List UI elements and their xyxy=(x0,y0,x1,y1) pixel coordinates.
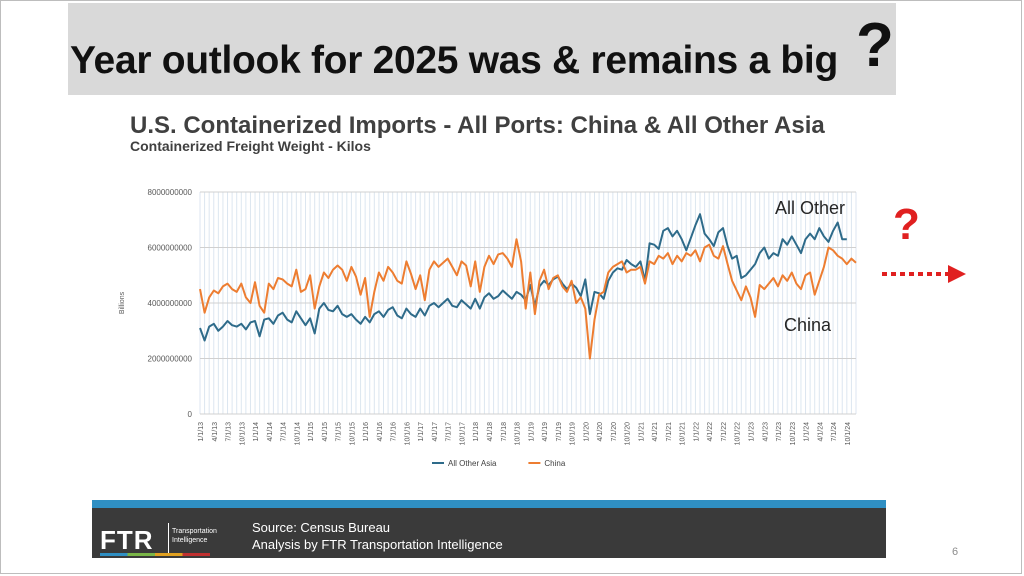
footer-analysis: Analysis by FTR Transportation Intellige… xyxy=(252,537,503,552)
y-axis-label: Billions xyxy=(119,291,126,314)
x-tick-label: 10/1/19 xyxy=(570,422,577,445)
x-tick-label: 10/1/20 xyxy=(625,422,632,445)
series-line-all-other-asia xyxy=(199,213,847,342)
annotation-all-other: All Other xyxy=(775,198,845,218)
x-tick-label: 10/1/24 xyxy=(845,422,852,445)
footer-source: Source: Census Bureau xyxy=(252,520,391,535)
x-tick-label: 10/1/13 xyxy=(239,422,246,445)
x-tick-label: 4/1/19 xyxy=(542,422,549,442)
x-tick-label: 4/1/17 xyxy=(432,422,439,442)
legend-label: All Other Asia xyxy=(448,459,497,468)
x-tick-label: 1/1/23 xyxy=(748,422,755,442)
x-tick-label: 1/1/15 xyxy=(308,422,315,442)
y-tick-label: 2000000000 xyxy=(148,355,193,364)
x-tick-label: 4/1/18 xyxy=(487,422,494,442)
x-tick-label: 4/1/14 xyxy=(267,422,274,442)
x-tick-label: 4/1/22 xyxy=(707,422,714,442)
slide-title: Year outlook for 2025 was & remains a bi… xyxy=(70,39,838,82)
x-tick-label: 7/1/22 xyxy=(721,422,728,442)
x-tick-label: 1/1/19 xyxy=(528,422,535,442)
footer-stripe xyxy=(92,500,886,508)
x-tick-label: 10/1/16 xyxy=(404,422,411,445)
page-number: 6 xyxy=(952,546,959,558)
chart-subtitle: Containerized Freight Weight - Kilos xyxy=(130,138,371,154)
title-bar xyxy=(68,3,896,95)
x-tick-label: 10/1/17 xyxy=(459,422,466,445)
x-tick-label: 4/1/24 xyxy=(817,422,824,442)
y-tick-label: 6000000000 xyxy=(148,244,193,253)
x-tick-label: 10/1/22 xyxy=(735,422,742,445)
x-tick-label: 1/1/18 xyxy=(473,422,480,442)
x-tick-label: 4/1/21 xyxy=(652,422,659,442)
x-tick-label: 7/1/13 xyxy=(226,422,233,442)
x-tick-label: 7/1/15 xyxy=(336,422,343,442)
right-arrow-icon xyxy=(882,265,966,283)
x-tick-label: 10/1/14 xyxy=(294,422,301,445)
x-tick-label: 10/1/15 xyxy=(349,422,356,445)
x-tick-label: 7/1/20 xyxy=(611,422,618,442)
x-tick-label: 7/1/24 xyxy=(831,422,838,442)
legend-label: China xyxy=(544,459,565,468)
y-tick-label: 4000000000 xyxy=(148,299,193,308)
series-line-china xyxy=(199,238,857,360)
x-tick-label: 10/1/21 xyxy=(680,422,687,445)
footer-bar xyxy=(92,500,886,558)
title-question-mark: ? xyxy=(856,11,894,80)
ftr-logo: FTR xyxy=(100,525,154,555)
y-tick-label: 0 xyxy=(188,410,193,419)
x-tick-label: 4/1/16 xyxy=(377,422,384,442)
x-tick-label: 7/1/18 xyxy=(501,422,508,442)
chart-title: U.S. Containerized Imports - All Ports: … xyxy=(130,112,825,139)
x-tick-label: 4/1/15 xyxy=(322,422,329,442)
x-tick-label: 1/1/24 xyxy=(804,422,811,442)
logo-color-bar xyxy=(100,553,210,556)
x-tick-label: 1/1/13 xyxy=(198,422,205,442)
x-tick-label: 4/1/13 xyxy=(212,422,219,442)
x-tick-label: 1/1/22 xyxy=(693,422,700,442)
ftr-logo-subtitle: Transportation Intelligence xyxy=(172,528,217,544)
x-tick-label: 7/1/21 xyxy=(666,422,673,442)
x-tick-label: 7/1/19 xyxy=(556,422,563,442)
x-tick-label: 10/1/23 xyxy=(790,422,797,445)
x-tick-label: 7/1/16 xyxy=(391,422,398,442)
x-tick-label: 10/1/18 xyxy=(515,422,522,445)
x-tick-label: 1/1/21 xyxy=(638,422,645,442)
red-question-mark: ? xyxy=(893,200,920,249)
y-tick-label: 8000000000 xyxy=(148,188,193,197)
x-tick-label: 4/1/23 xyxy=(762,422,769,442)
x-tick-label: 4/1/20 xyxy=(597,422,604,442)
x-tick-label: 1/1/16 xyxy=(363,422,370,442)
annotation-china: China xyxy=(784,315,832,335)
logo-divider xyxy=(168,523,169,553)
x-tick-label: 7/1/14 xyxy=(281,422,288,442)
x-tick-label: 7/1/17 xyxy=(446,422,453,442)
x-tick-label: 1/1/17 xyxy=(418,422,425,442)
x-tick-label: 7/1/23 xyxy=(776,422,783,442)
x-tick-label: 1/1/20 xyxy=(583,422,590,442)
chart: 0 2000000000 4000000000 6000000000 800000000… xyxy=(119,188,857,468)
x-tick-label: 1/1/14 xyxy=(253,422,260,442)
